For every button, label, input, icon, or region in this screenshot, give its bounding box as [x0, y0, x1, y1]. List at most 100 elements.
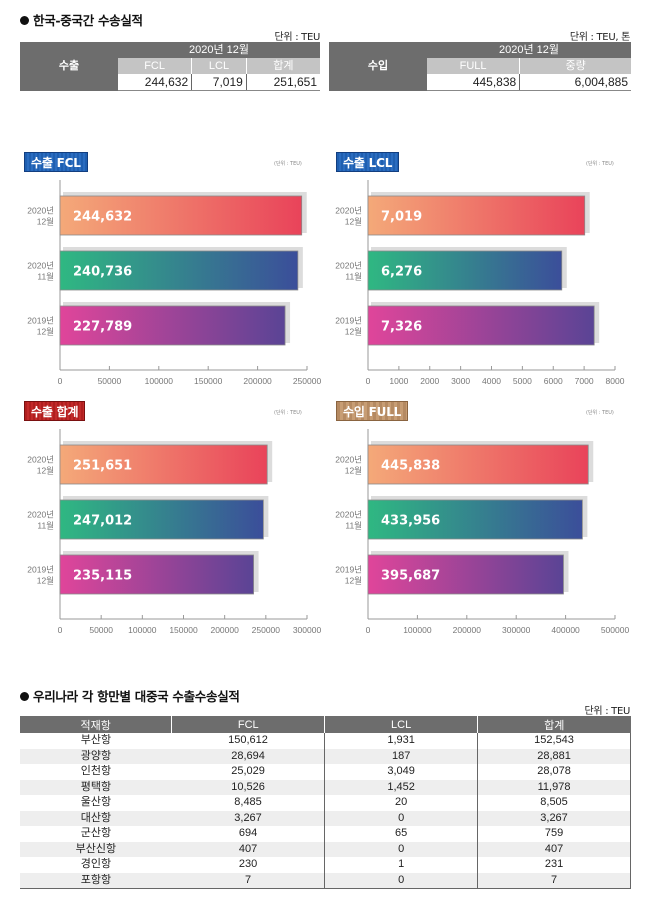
y-category-label-year: 2020년	[27, 455, 54, 465]
col-header-fcl: FCL	[171, 716, 326, 733]
export-val-total: 251,651	[246, 74, 320, 91]
fcl-value: 150,612	[171, 733, 326, 749]
fcl-value: 7	[171, 872, 326, 889]
lcl-value: 1	[324, 857, 479, 873]
port-table: 적재항 FCL LCL 합계 부산항 150,612 1,931 152,543 광양항…	[20, 716, 631, 889]
y-category-label-year: 2019년	[27, 565, 54, 575]
bar	[367, 499, 583, 540]
x-tick-label: 300000	[502, 625, 531, 635]
table-row: 인천항 25,029 3,049 28,078	[20, 764, 631, 780]
bar	[367, 195, 586, 236]
chart-import-full: 수입 FULL (단위 : TEU) 0 100000 200000 300000 40…	[335, 401, 636, 651]
x-tick-label: 100000	[145, 376, 174, 386]
y-category-label-month: 12월	[345, 327, 362, 337]
chart-svg: 0 50000 100000 150000 200000 250000 300000 251,…	[27, 429, 321, 635]
fcl-value: 407	[171, 841, 326, 857]
x-tick-label: 200000	[453, 625, 482, 635]
port-name: 경인항	[80, 858, 112, 871]
import-period: 2020년 12월	[427, 42, 631, 58]
chart-unit: (단위 : TEU)	[274, 161, 302, 167]
chart-title-badge: 수출 LCL	[336, 152, 400, 172]
lcl-value: 65	[324, 826, 479, 842]
import-row-label: 수입	[329, 42, 427, 91]
bar-value-label: 235,115	[73, 569, 132, 584]
total-value: 231	[477, 857, 631, 873]
table-row: 경인항 230 1 231	[20, 857, 631, 873]
table-row: 광양항 28,694 187 28,881	[20, 748, 631, 764]
x-tick-label: 200000	[210, 625, 239, 635]
export-col-lcl: LCL	[191, 58, 247, 74]
x-tick-label: 100000	[403, 625, 432, 635]
x-tick-label: 100000	[128, 625, 157, 635]
bar	[59, 305, 286, 346]
bar	[367, 444, 589, 485]
y-category-label-month: 11월	[37, 272, 54, 282]
bar	[59, 250, 299, 291]
bar	[59, 554, 254, 595]
y-category-label-year: 2020년	[335, 206, 362, 216]
bar	[367, 554, 564, 595]
fcl-value: 10,526	[171, 779, 326, 795]
fcl-value: 3,267	[171, 810, 326, 826]
chart-unit: (단위 : TEU)	[586, 161, 614, 167]
bar-value-label: 445,838	[381, 459, 440, 474]
import-summary-table: 수입 2020년 12월 FULL 중량 445,838 6,004,885	[329, 42, 631, 91]
chart-title-badge: 수입 FULL	[336, 401, 409, 421]
bullet-icon	[20, 16, 29, 25]
lcl-value: 3,049	[324, 764, 479, 780]
x-tick-label: 500000	[601, 625, 630, 635]
x-tick-label: 50000	[89, 625, 113, 635]
y-category-label-month: 12월	[37, 466, 54, 476]
y-category-label-month: 11월	[345, 272, 362, 282]
x-tick-label: 2000	[420, 376, 439, 386]
x-tick-label: 50000	[98, 376, 122, 386]
col-header-total: 합계	[477, 716, 631, 733]
bar-value-label: 433,956	[381, 514, 440, 529]
port-name: 대산항	[20, 810, 172, 826]
total-value: 7	[477, 872, 631, 889]
chart-unit: (단위 : TEU)	[274, 410, 302, 416]
total-value: 759	[477, 826, 631, 842]
chart-svg: 0 50000 100000 150000 200000 250000 244,632 202…	[27, 180, 321, 386]
import-col-weight: 중량	[519, 58, 631, 74]
lcl-value: 1,931	[324, 733, 479, 749]
chart-title-badge: 수출 FCL	[24, 152, 88, 172]
section1-title: 한국-중국간 수송실적	[20, 10, 143, 29]
table-row: 부산신항 407 0 407	[20, 841, 631, 857]
port-name: 인천항	[80, 765, 112, 778]
table-row: 포항항 7 0 7	[20, 872, 631, 889]
table-row: 부산항 150,612 1,931 152,543	[20, 733, 631, 749]
bar-value-label: 227,789	[73, 320, 132, 335]
y-category-label-month: 12월	[345, 466, 362, 476]
port-table-unit: 단위 : TEU	[584, 706, 631, 717]
export-summary-table: 수출 2020년 12월 FCL LCL 합계 244,632 7,019 25…	[20, 42, 320, 91]
y-category-label-year: 2020년	[335, 510, 362, 520]
table-row: 군산항 694 65 759	[20, 826, 631, 842]
export-row-label: 수출	[20, 42, 118, 91]
fcl-value: 230	[171, 857, 326, 873]
x-tick-label: 150000	[169, 625, 198, 635]
export-val-lcl: 7,019	[191, 74, 247, 91]
chart-export-fcl: 수출 FCL (단위 : TEU) 0 50000 100000 150000 2000…	[24, 152, 324, 402]
export-unit: 단위 : TEU	[274, 32, 321, 43]
lcl-value: 0	[324, 841, 479, 857]
lcl-value: 0	[324, 872, 479, 889]
import-val-full: 445,838	[427, 74, 521, 91]
x-tick-label: 150000	[194, 376, 223, 386]
port-name: 부산항	[80, 734, 112, 747]
export-val-fcl: 244,632	[118, 74, 193, 91]
bar-value-label: 251,651	[73, 459, 132, 474]
y-category-label-year: 2020년	[27, 510, 54, 520]
lcl-value: 20	[324, 795, 479, 811]
total-value: 11,978	[477, 779, 631, 795]
x-tick-label: 0	[58, 376, 63, 386]
x-tick-label: 3000	[451, 376, 470, 386]
x-tick-label: 8000	[606, 376, 625, 386]
import-col-full: FULL	[427, 58, 521, 74]
x-tick-label: 400000	[551, 625, 580, 635]
bar-value-label: 7,326	[381, 320, 422, 335]
port-name: 부산신항	[20, 841, 172, 857]
table-row: 울산항 8,485 20 8,505	[20, 795, 631, 811]
bar	[367, 250, 563, 291]
y-category-label-month: 12월	[345, 217, 362, 227]
